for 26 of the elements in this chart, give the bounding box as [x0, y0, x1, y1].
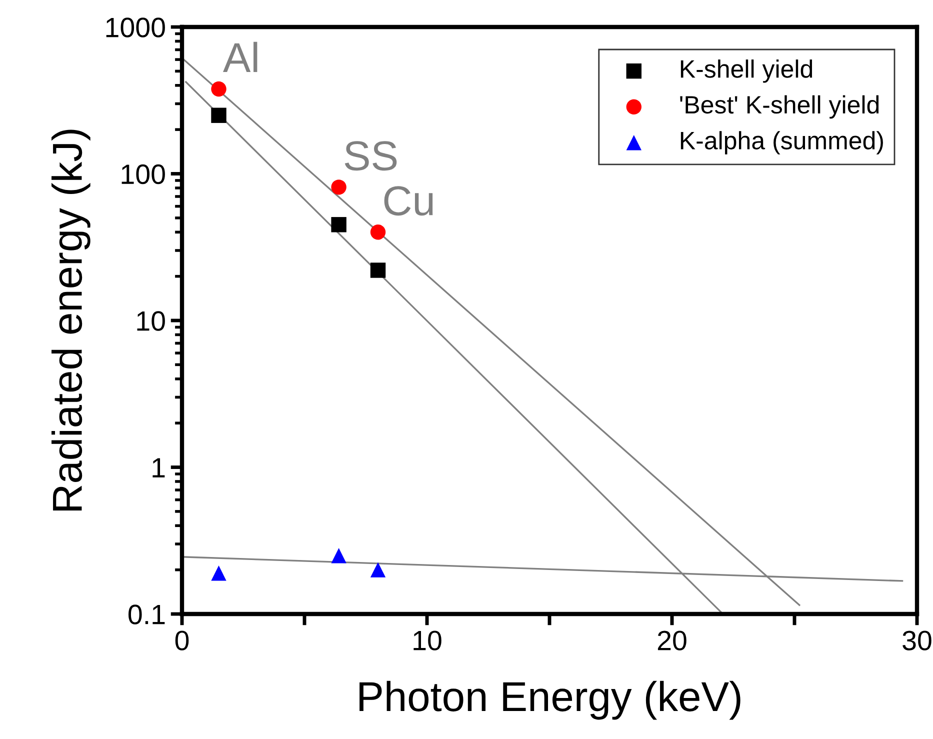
- legend-label: K-shell yield: [680, 60, 812, 83]
- y-tick-label: 10: [137, 311, 165, 331]
- y-axis-title: Radiated energy (kJ): [52, 130, 90, 510]
- y-tick-label: 1: [152, 458, 165, 478]
- x-tick-label: 10: [414, 630, 442, 650]
- point: [370, 224, 386, 240]
- y-tick-label: 1000: [106, 18, 165, 38]
- point: [370, 262, 386, 278]
- y-tick-label: 0.1: [128, 604, 165, 624]
- legend-label: 'Best' K-shell yield: [680, 95, 879, 119]
- x-tick-label: 30: [902, 630, 932, 650]
- point: [331, 180, 346, 195]
- point: [331, 217, 346, 232]
- x-tick-label: 0: [175, 630, 189, 650]
- point: [211, 565, 226, 581]
- legend-label: K-alpha (summed): [680, 131, 883, 154]
- point: [331, 548, 346, 564]
- y-tick-label: 100: [122, 164, 165, 184]
- annotation: SS: [344, 141, 397, 171]
- x-tick-label: 20: [658, 630, 686, 650]
- point: [211, 81, 226, 97]
- annotation: Al: [223, 42, 258, 72]
- annotation: Cu: [384, 186, 433, 216]
- x-axis-title: Photon Energy (keV): [360, 680, 740, 720]
- point: [211, 108, 226, 123]
- point: [370, 562, 386, 578]
